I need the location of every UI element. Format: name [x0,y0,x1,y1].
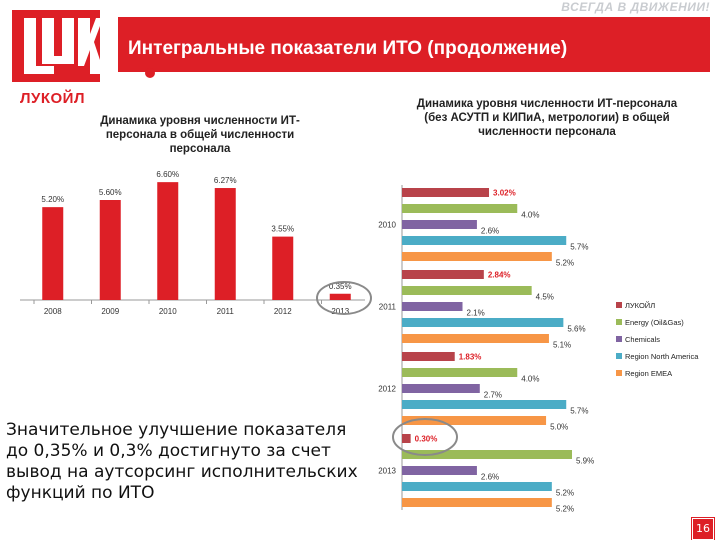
left-bar-chart: 5.20% 2008 5.60% 2009 6.60% 2010 6.27% 2011 3.55… [20,170,365,316]
bar [329,293,351,300]
bar [402,204,518,213]
left-chart-title: Динамика уровня численности ИТ-персонала… [100,115,300,155]
legend-swatch [616,370,622,376]
bar [402,286,532,295]
x-tick-label: 2009 [101,307,119,316]
decor-dot [145,68,155,78]
bar [402,302,463,311]
data-label: 5.9% [576,457,594,466]
bar [402,450,572,459]
x-tick-label: 2008 [44,307,62,316]
data-label: 5.2% [556,489,574,498]
data-label: 2.6% [481,227,499,236]
data-label: 5.2% [556,259,574,268]
bar [402,352,455,361]
bar [402,416,547,425]
lukoil-logo: ЛУКОЙЛ [12,10,100,107]
data-label: 0.35% [329,282,352,291]
data-label: 2.84% [488,271,511,280]
bar [402,270,484,279]
legend-swatch [616,336,622,342]
data-label: 2.7% [484,391,502,400]
data-label: 5.2% [556,505,574,514]
bar [402,466,477,475]
bar [99,200,121,300]
data-label: 5.0% [550,423,568,432]
x-tick-label: 2011 [217,307,235,316]
data-label: 5.20% [41,195,64,204]
bar [402,368,518,377]
data-label: 3.02% [493,189,516,198]
data-label: 5.1% [553,341,571,350]
legend-label: Region North America [625,352,699,361]
bar [402,318,564,327]
data-label: 0.30% [415,435,438,444]
y-tick-label: 2013 [378,467,396,476]
legend-label: Energy (Oil&Gas) [625,318,684,327]
right-chart-title: Динамика уровня численности ИТ-персонала… [416,98,678,138]
y-tick-label: 2010 [378,221,396,230]
legend-label: ЛУКОЙЛ [625,301,655,310]
data-label: 4.0% [521,211,539,220]
legend-swatch [616,302,622,308]
bar [402,220,477,229]
lukoil-logo-mark [12,10,100,82]
data-label: 4.5% [536,293,554,302]
data-label: 4.0% [521,375,539,384]
summary-note: Значительное улучшение показателя до 0,3… [6,420,358,503]
bar [402,236,567,245]
data-label: 5.60% [99,188,122,197]
data-label: 2.6% [481,473,499,482]
bar [402,252,552,261]
bar [402,498,552,507]
page-number: 16 [692,518,714,540]
data-label: 2.1% [467,309,485,318]
page-title: Интегральные показатели ИТО (продолжение… [128,38,568,59]
legend-swatch [616,319,622,325]
bar [402,434,411,443]
slogan: ВСЕГДА В ДВИЖЕНИИ! [561,0,710,14]
bar [157,182,179,300]
legend-swatch [616,353,622,359]
bar [402,482,552,491]
x-tick-label: 2013 [331,307,349,316]
legend-label: Chemicals [625,335,660,344]
data-label: 6.60% [156,170,179,179]
data-label: 5.7% [570,407,588,416]
bar [402,400,567,409]
data-label: 1.83% [459,353,482,362]
y-tick-label: 2011 [379,303,397,312]
legend-label: Region EMEA [625,369,672,378]
highlight-circle-2013 [316,281,372,315]
data-label: 5.6% [567,325,585,334]
data-label: 6.27% [214,176,237,185]
data-label: 5.7% [570,243,588,252]
highlight-circle-lukoil-2013 [392,418,458,456]
data-label: 3.55% [271,225,294,234]
x-tick-label: 2012 [274,307,292,316]
bar [402,334,549,343]
header-bar [118,17,710,72]
bar [402,188,490,197]
right-bar-chart: 2010 3.02% 4.0% 2.6% 5.7% 5.2% 2011 2.84% 4.5% 2.… [378,185,699,514]
bar [214,188,236,300]
bar [42,207,64,300]
y-tick-label: 2012 [378,385,396,394]
x-tick-label: 2010 [159,307,177,316]
bar [402,384,480,393]
logo-text: ЛУКОЙЛ [20,90,85,107]
bar [272,236,294,300]
